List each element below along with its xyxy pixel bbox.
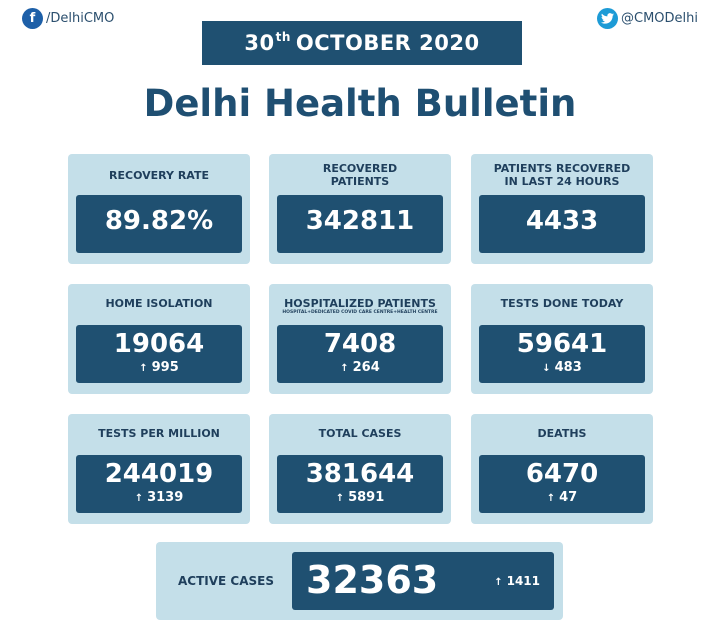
recovered-24h-value-box: 4433: [479, 195, 645, 253]
active-cases-delta: ↑ 1411: [494, 574, 540, 588]
facebook-icon: f: [22, 8, 43, 29]
home-isolation-card: HOME ISOLATION 19064 ↑ 995: [68, 284, 250, 394]
active-cases-card: ACTIVE CASES 32363 ↑ 1411: [156, 542, 563, 620]
arrow-up-icon: ↑: [335, 493, 345, 504]
arrow-up-icon: ↑: [546, 493, 556, 504]
total-cases-delta: ↑ 5891: [277, 490, 443, 505]
recovered-24h-label: PATIENTS RECOVERED IN LAST 24 HOURS: [471, 162, 653, 188]
total-cases-value-box: 381644 ↑ 5891: [277, 455, 443, 513]
deaths-delta-value: 47: [559, 490, 578, 505]
recovered-patients-value: 342811: [305, 206, 415, 236]
page-title: Delhi Health Bulletin: [143, 82, 577, 125]
tests-per-million-value-box: 244019 ↑ 3139: [76, 455, 242, 513]
tests-per-million-card: TESTS PER MILLION 244019 ↑ 3139: [68, 414, 250, 524]
arrow-up-icon: ↑: [134, 493, 144, 504]
home-isolation-label: HOME ISOLATION: [105, 297, 213, 310]
date-day: 30: [244, 31, 275, 55]
tests-today-value-box: 59641 ↓ 483: [479, 325, 645, 383]
tests-per-million-label: TESTS PER MILLION: [98, 427, 220, 440]
recovery-rate-value-box: 89.82%: [76, 195, 242, 253]
twitter-icon: [597, 8, 618, 29]
recovered-24h-value: 4433: [525, 206, 599, 236]
total-cases-card: TOTAL CASES 381644 ↑ 5891: [269, 414, 451, 524]
date-suffix: th: [275, 30, 291, 44]
home-isolation-delta: ↑ 995: [76, 360, 242, 375]
active-cases-label: ACTIVE CASES: [178, 574, 274, 588]
deaths-value-box: 6470 ↑ 47: [479, 455, 645, 513]
recovered-24h-label-line2: IN LAST 24 HOURS: [504, 175, 620, 188]
hospitalized-delta: ↑ 264: [277, 360, 443, 375]
active-cases-value: 32363: [306, 558, 439, 602]
arrow-up-icon: ↑: [139, 363, 148, 374]
active-cases-value-box: 32363 ↑ 1411: [292, 552, 554, 610]
total-cases-label: TOTAL CASES: [318, 427, 402, 440]
deaths-label: DEATHS: [537, 427, 587, 440]
tests-today-delta-value: 483: [554, 360, 582, 375]
hospitalized-sublabel: HOSPITAL+DEDICATED COVID CARE CENTRE+HEA…: [282, 310, 438, 315]
twitter-handle[interactable]: @CMODelhi: [597, 8, 698, 29]
hospitalized-value-box: 7408 ↑ 264: [277, 325, 443, 383]
facebook-handle-text: /DelhiCMO: [46, 11, 115, 26]
recovered-patients-card: RECOVERED PATIENTS 342811: [269, 154, 451, 264]
recovered-patients-label: RECOVERED PATIENTS: [269, 162, 451, 188]
tests-today-card: TESTS DONE TODAY 59641 ↓ 483: [471, 284, 653, 394]
hospitalized-value: 7408: [323, 329, 397, 359]
recovered-24h-card: PATIENTS RECOVERED IN LAST 24 HOURS 4433: [471, 154, 653, 264]
hospitalized-delta-value: 264: [352, 360, 380, 375]
total-cases-value: 381644: [305, 459, 415, 489]
deaths-value: 6470: [525, 459, 599, 489]
recovered-patients-value-box: 342811: [277, 195, 443, 253]
twitter-handle-text: @CMODelhi: [621, 11, 698, 26]
active-cases-delta-value: 1411: [506, 574, 540, 588]
tests-today-value: 59641: [516, 329, 608, 359]
hospitalized-card: HOSPITALIZED PATIENTS HOSPITAL+DEDICATED…: [269, 284, 451, 394]
total-cases-delta-value: 5891: [348, 490, 385, 505]
tests-per-million-delta-value: 3139: [147, 490, 184, 505]
hospitalized-label: HOSPITALIZED PATIENTS: [284, 297, 436, 310]
tests-today-label: TESTS DONE TODAY: [500, 297, 624, 310]
home-isolation-delta-value: 995: [151, 360, 179, 375]
recovered-patients-label-line2: PATIENTS: [330, 175, 390, 188]
recovered-patients-label-line1: RECOVERED: [322, 162, 398, 175]
date-rest: OCTOBER 2020: [295, 31, 480, 55]
arrow-down-icon: ↓: [542, 363, 551, 374]
facebook-handle[interactable]: f /DelhiCMO: [22, 8, 114, 29]
arrow-up-icon: ↑: [340, 363, 349, 374]
home-isolation-value: 19064: [113, 329, 205, 359]
home-isolation-value-box: 19064 ↑ 995: [76, 325, 242, 383]
recovered-24h-label-line1: PATIENTS RECOVERED: [493, 162, 631, 175]
tests-per-million-value: 244019: [104, 459, 214, 489]
deaths-delta: ↑ 47: [479, 490, 645, 505]
recovery-rate-value: 89.82%: [104, 206, 214, 236]
arrow-up-icon: ↑: [494, 577, 503, 588]
deaths-card: DEATHS 6470 ↑ 47: [471, 414, 653, 524]
recovery-rate-card: RECOVERY RATE 89.82%: [68, 154, 250, 264]
recovery-rate-label: RECOVERY RATE: [109, 169, 209, 182]
tests-today-delta: ↓ 483: [479, 360, 645, 375]
tests-per-million-delta: ↑ 3139: [76, 490, 242, 505]
